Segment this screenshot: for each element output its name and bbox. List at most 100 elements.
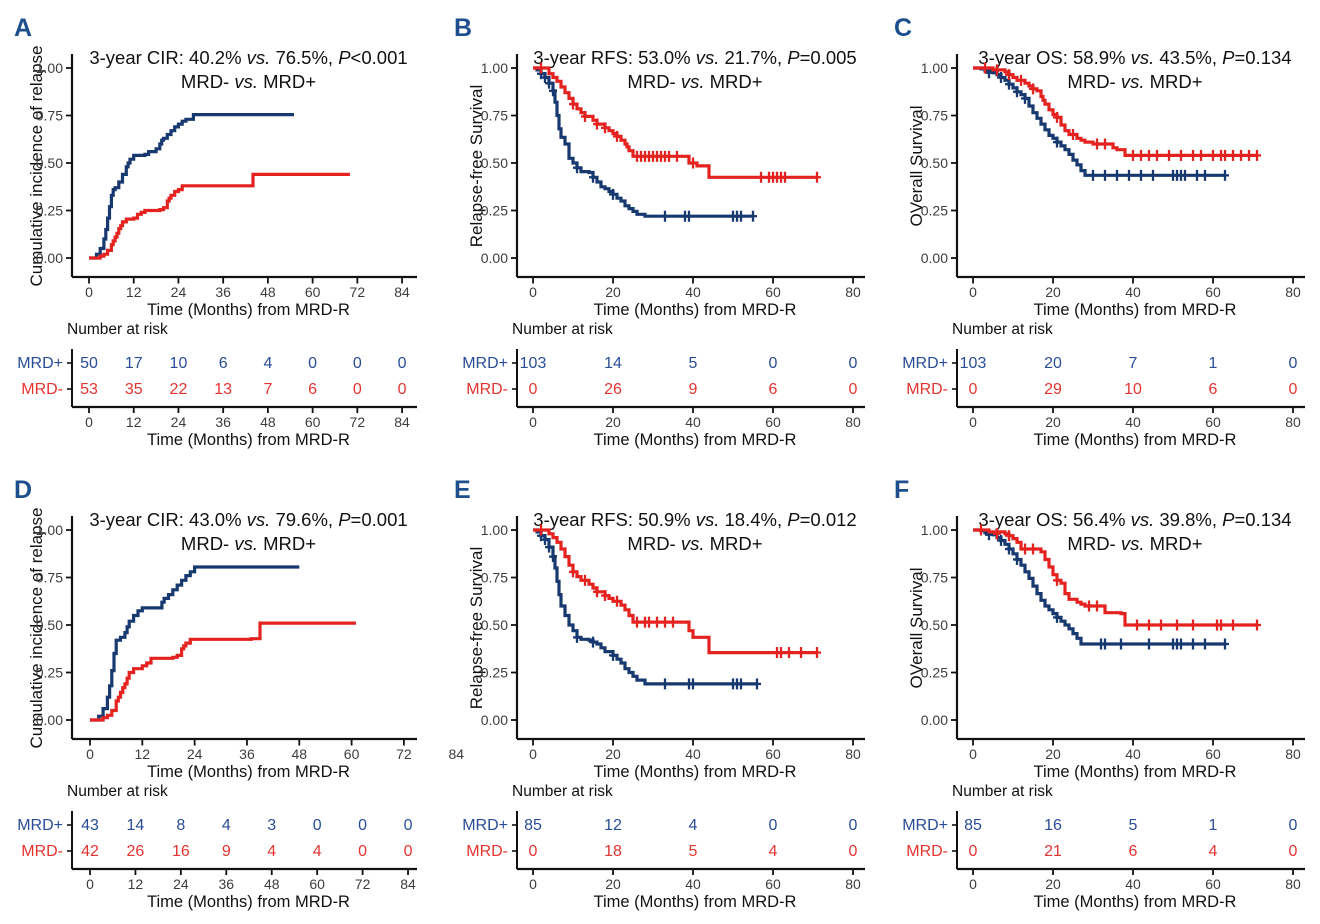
plot-subtitle-segment: MRD+ [1145, 71, 1203, 92]
plot-subtitle-segment: MRD- [627, 533, 680, 554]
x-tick-label: 36 [215, 284, 231, 300]
plot-title-segment: vs. [247, 47, 271, 68]
risk-value: 0 [398, 381, 407, 398]
plot-subtitle-segment: MRD+ [705, 71, 763, 92]
plot-title-segment: 39.8%, [1154, 509, 1222, 530]
panel-e: E 3-year RFS: 50.9% vs. 18.4%, P=0.012 MRD… [440, 462, 880, 924]
plot-subtitle-segment: MRD+ [1145, 533, 1203, 554]
risk-value: 4 [267, 843, 276, 860]
y-tick-label: 0.25 [921, 665, 948, 681]
risk-x-tick-label: 72 [350, 414, 366, 430]
risk-x-tick-label: 60 [765, 876, 781, 892]
risk-x-tick-label: 0 [529, 876, 537, 892]
y-tick-label: 0.25 [36, 203, 63, 219]
risk-x-tick-label: 36 [219, 876, 235, 892]
risk-value: 0 [398, 355, 407, 372]
x-axis-label: Time (Months) from MRD-R [1034, 301, 1237, 319]
plot-title-segment: 3-year RFS: 53.0% [533, 47, 695, 68]
risk-value: 0 [769, 817, 778, 834]
x-tick-label: 20 [605, 284, 621, 300]
risk-value: 9 [222, 843, 231, 860]
risk-value: 0 [529, 381, 538, 398]
risk-value: 85 [964, 817, 982, 834]
x-tick-label: 20 [1045, 746, 1061, 762]
plot-subtitle-segment: vs. [1121, 533, 1145, 554]
x-axis-label: Time (Months) from MRD-R [594, 763, 797, 781]
x-tick-label: 0 [86, 746, 94, 762]
plot-subtitle-segment: vs. [681, 71, 705, 92]
risk-value: 6 [219, 355, 228, 372]
risk-row-label-mrd-minus: MRD- [906, 843, 948, 860]
y-tick-label: 1.00 [481, 60, 508, 76]
plot-title-segment: vs. [247, 509, 271, 530]
risk-value: 0 [1289, 843, 1298, 860]
risk-x-tick-label: 60 [305, 414, 321, 430]
plot-title-segment: P [338, 509, 351, 530]
plot-title-segment: <0.001 [351, 47, 408, 68]
y-tick-label: 0.50 [481, 155, 508, 171]
survival-curve-mrd-minus [90, 621, 356, 722]
panel-e-figure: E 3-year RFS: 50.9% vs. 18.4%, P=0.012 MRD… [454, 476, 865, 911]
risk-x-tick-label: 12 [126, 414, 142, 430]
risk-row-label-mrd-plus: MRD+ [462, 817, 508, 834]
plot-title-segment: 3-year OS: 56.4% [978, 509, 1130, 530]
y-tick-label: 0.75 [481, 570, 508, 586]
risk-x-axis-label: Time (Months) from MRD-R [1034, 893, 1237, 911]
risk-value: 0 [404, 843, 413, 860]
plot-title-segment: =0.134 [1234, 509, 1291, 530]
panel-c-figure: C 3-year OS: 58.9% vs. 43.5%, P=0.134 MRD-… [894, 14, 1305, 449]
x-axis-label: Time (Months) from MRD-R [147, 763, 350, 781]
risk-x-tick-label: 60 [1205, 876, 1221, 892]
risk-x-tick-label: 60 [765, 414, 781, 430]
risk-value: 50 [80, 355, 98, 372]
y-tick-label: 0.75 [36, 570, 63, 586]
risk-value: 0 [1289, 355, 1298, 372]
risk-value: 3 [267, 817, 276, 834]
x-tick-label: 0 [969, 284, 977, 300]
risk-x-tick-label: 60 [309, 876, 325, 892]
risk-table-header: Number at risk [952, 321, 1053, 338]
x-tick-label: 72 [396, 746, 412, 762]
risk-value: 4 [1209, 843, 1218, 860]
risk-x-tick-label: 36 [215, 414, 231, 430]
plot-title-segment: 3-year RFS: 50.9% [533, 509, 695, 530]
x-tick-label: 0 [529, 746, 537, 762]
risk-value: 35 [125, 381, 143, 398]
risk-value: 0 [769, 355, 778, 372]
risk-value: 0 [849, 381, 858, 398]
x-tick-label: 80 [1285, 284, 1301, 300]
plot-title: 3-year CIR: 43.0% vs. 79.6%, P=0.001 [89, 509, 407, 530]
risk-row-label-mrd-plus: MRD+ [17, 817, 63, 834]
risk-row-label-mrd-plus: MRD+ [902, 355, 948, 372]
x-tick-label: 60 [1205, 284, 1221, 300]
y-tick-label: 0.00 [36, 250, 63, 266]
survival-curve-mrd-plus [89, 113, 294, 260]
risk-value: 43 [81, 817, 99, 834]
risk-table-header: Number at risk [67, 783, 168, 800]
risk-value: 53 [80, 381, 98, 398]
plot-title-segment: vs. [1131, 47, 1155, 68]
risk-row-label-mrd-minus: MRD- [906, 381, 948, 398]
x-tick-label: 40 [1125, 284, 1141, 300]
risk-table-header: Number at risk [67, 321, 168, 338]
x-tick-label: 40 [685, 746, 701, 762]
x-tick-label: 80 [845, 746, 861, 762]
x-tick-label: 0 [969, 746, 977, 762]
risk-value: 4 [313, 843, 322, 860]
y-tick-label: 0.50 [36, 617, 63, 633]
risk-value: 14 [604, 355, 622, 372]
risk-x-tick-label: 48 [264, 876, 280, 892]
y-tick-label: 0.25 [921, 203, 948, 219]
y-tick-label: 1.00 [921, 60, 948, 76]
x-tick-label: 60 [344, 746, 360, 762]
plot-title: 3-year OS: 56.4% vs. 39.8%, P=0.134 [978, 509, 1291, 530]
plot-title-segment: 76.5%, [270, 47, 338, 68]
risk-x-tick-label: 40 [1125, 876, 1141, 892]
risk-value: 0 [358, 817, 367, 834]
plot-subtitle: MRD- vs. MRD+ [181, 71, 316, 92]
risk-value: 0 [353, 355, 362, 372]
risk-value: 5 [1129, 817, 1138, 834]
risk-value: 0 [529, 843, 538, 860]
risk-row-label-mrd-plus: MRD+ [462, 355, 508, 372]
